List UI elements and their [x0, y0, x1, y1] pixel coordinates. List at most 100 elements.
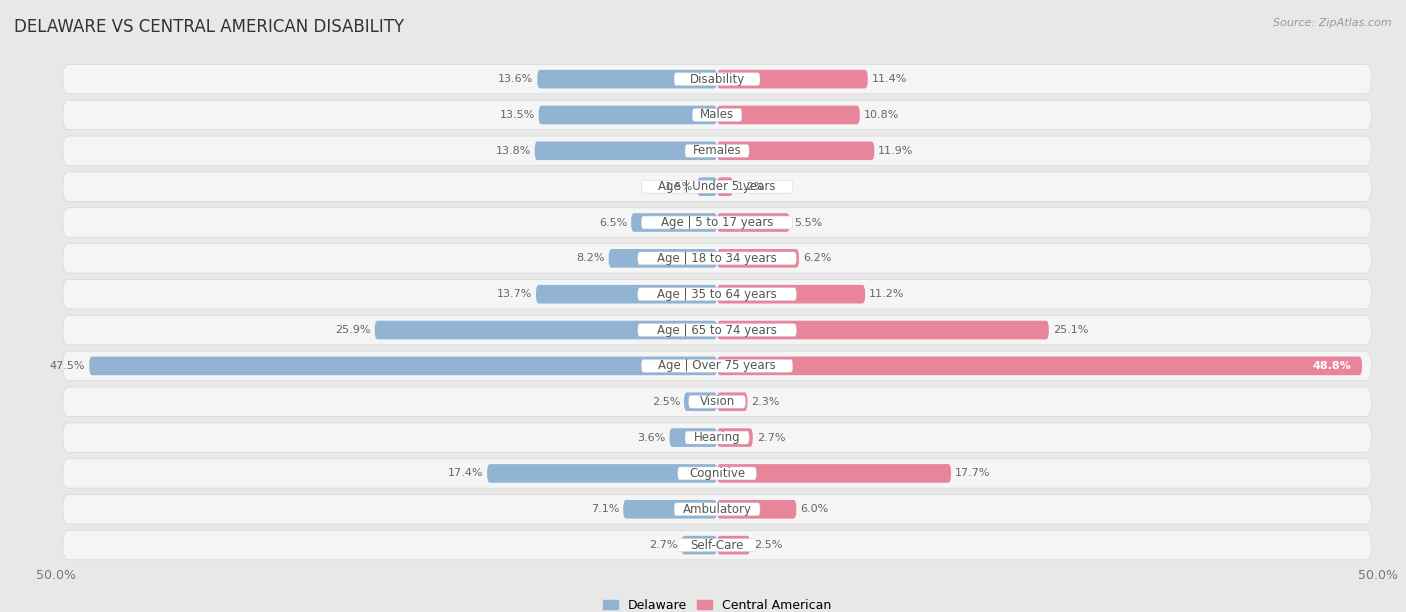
FancyBboxPatch shape: [623, 500, 717, 518]
Text: 13.5%: 13.5%: [499, 110, 534, 120]
FancyBboxPatch shape: [63, 351, 1371, 381]
Text: Age | 18 to 34 years: Age | 18 to 34 years: [657, 252, 778, 265]
Text: Age | 5 to 17 years: Age | 5 to 17 years: [661, 216, 773, 229]
FancyBboxPatch shape: [638, 288, 796, 300]
FancyBboxPatch shape: [717, 464, 950, 483]
FancyBboxPatch shape: [641, 216, 793, 229]
FancyBboxPatch shape: [717, 357, 1362, 375]
Text: 2.7%: 2.7%: [756, 433, 785, 442]
FancyBboxPatch shape: [63, 531, 1371, 560]
Text: Self-Care: Self-Care: [690, 539, 744, 551]
Text: 48.8%: 48.8%: [1313, 361, 1351, 371]
Text: 6.0%: 6.0%: [800, 504, 828, 514]
Text: 11.9%: 11.9%: [879, 146, 914, 156]
Text: Cognitive: Cognitive: [689, 467, 745, 480]
Text: 17.7%: 17.7%: [955, 468, 990, 479]
Text: 1.2%: 1.2%: [737, 182, 765, 192]
FancyBboxPatch shape: [90, 357, 717, 375]
FancyBboxPatch shape: [609, 249, 717, 267]
FancyBboxPatch shape: [63, 100, 1371, 130]
Text: 13.8%: 13.8%: [495, 146, 530, 156]
Text: 6.5%: 6.5%: [599, 217, 627, 228]
FancyBboxPatch shape: [63, 315, 1371, 345]
FancyBboxPatch shape: [63, 280, 1371, 309]
Text: 25.1%: 25.1%: [1053, 325, 1088, 335]
FancyBboxPatch shape: [63, 423, 1371, 452]
FancyBboxPatch shape: [631, 213, 717, 232]
FancyBboxPatch shape: [638, 324, 796, 337]
FancyBboxPatch shape: [682, 536, 717, 554]
Text: Age | Over 75 years: Age | Over 75 years: [658, 359, 776, 372]
FancyBboxPatch shape: [486, 464, 717, 483]
FancyBboxPatch shape: [717, 321, 1049, 340]
FancyBboxPatch shape: [717, 177, 733, 196]
FancyBboxPatch shape: [692, 108, 742, 121]
FancyBboxPatch shape: [717, 249, 799, 267]
Text: 2.7%: 2.7%: [650, 540, 678, 550]
FancyBboxPatch shape: [717, 106, 860, 124]
Text: 8.2%: 8.2%: [576, 253, 605, 263]
FancyBboxPatch shape: [63, 172, 1371, 201]
FancyBboxPatch shape: [717, 500, 796, 518]
FancyBboxPatch shape: [683, 392, 717, 411]
Text: 17.4%: 17.4%: [447, 468, 484, 479]
FancyBboxPatch shape: [63, 387, 1371, 416]
Text: 13.6%: 13.6%: [498, 74, 533, 84]
Text: Males: Males: [700, 108, 734, 121]
FancyBboxPatch shape: [63, 64, 1371, 94]
FancyBboxPatch shape: [641, 359, 793, 372]
Text: 1.5%: 1.5%: [665, 182, 693, 192]
FancyBboxPatch shape: [717, 285, 865, 304]
FancyBboxPatch shape: [63, 244, 1371, 273]
Text: 2.3%: 2.3%: [751, 397, 780, 407]
FancyBboxPatch shape: [717, 70, 868, 89]
FancyBboxPatch shape: [638, 252, 796, 265]
FancyBboxPatch shape: [63, 208, 1371, 237]
Text: 2.5%: 2.5%: [754, 540, 783, 550]
FancyBboxPatch shape: [534, 141, 717, 160]
FancyBboxPatch shape: [669, 428, 717, 447]
FancyBboxPatch shape: [717, 392, 748, 411]
Text: Source: ZipAtlas.com: Source: ZipAtlas.com: [1274, 18, 1392, 28]
FancyBboxPatch shape: [717, 213, 790, 232]
FancyBboxPatch shape: [717, 428, 752, 447]
Text: 11.4%: 11.4%: [872, 74, 907, 84]
Text: 13.7%: 13.7%: [496, 289, 531, 299]
Text: Ambulatory: Ambulatory: [682, 503, 752, 516]
Text: Disability: Disability: [689, 73, 745, 86]
Text: 25.9%: 25.9%: [335, 325, 371, 335]
Text: DELAWARE VS CENTRAL AMERICAN DISABILITY: DELAWARE VS CENTRAL AMERICAN DISABILITY: [14, 18, 404, 36]
Text: 7.1%: 7.1%: [591, 504, 619, 514]
FancyBboxPatch shape: [717, 536, 751, 554]
FancyBboxPatch shape: [685, 431, 749, 444]
FancyBboxPatch shape: [641, 180, 793, 193]
Text: 47.5%: 47.5%: [49, 361, 86, 371]
FancyBboxPatch shape: [375, 321, 717, 340]
FancyBboxPatch shape: [63, 459, 1371, 488]
FancyBboxPatch shape: [678, 467, 756, 480]
FancyBboxPatch shape: [538, 106, 717, 124]
Legend: Delaware, Central American: Delaware, Central American: [598, 594, 837, 612]
FancyBboxPatch shape: [685, 144, 749, 157]
Text: Hearing: Hearing: [693, 431, 741, 444]
Text: 5.5%: 5.5%: [794, 217, 823, 228]
FancyBboxPatch shape: [717, 141, 875, 160]
FancyBboxPatch shape: [673, 73, 761, 86]
FancyBboxPatch shape: [537, 70, 717, 89]
Text: 11.2%: 11.2%: [869, 289, 904, 299]
FancyBboxPatch shape: [689, 395, 745, 408]
FancyBboxPatch shape: [536, 285, 717, 304]
Text: Age | 65 to 74 years: Age | 65 to 74 years: [657, 324, 778, 337]
FancyBboxPatch shape: [678, 539, 756, 551]
Text: 10.8%: 10.8%: [863, 110, 900, 120]
Text: Age | Under 5 years: Age | Under 5 years: [658, 180, 776, 193]
Text: 2.5%: 2.5%: [651, 397, 681, 407]
Text: 3.6%: 3.6%: [637, 433, 665, 442]
FancyBboxPatch shape: [63, 136, 1371, 165]
Text: Age | 35 to 64 years: Age | 35 to 64 years: [657, 288, 778, 300]
Text: Females: Females: [693, 144, 741, 157]
Text: 6.2%: 6.2%: [803, 253, 831, 263]
Text: Vision: Vision: [699, 395, 735, 408]
FancyBboxPatch shape: [63, 494, 1371, 524]
FancyBboxPatch shape: [697, 177, 717, 196]
